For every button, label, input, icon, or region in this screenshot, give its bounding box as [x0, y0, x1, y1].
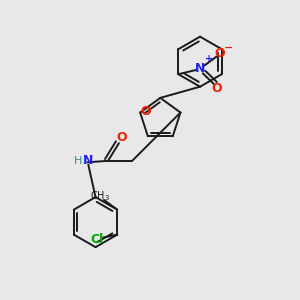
- Text: H: H: [74, 156, 82, 166]
- Text: −: −: [224, 43, 233, 53]
- Text: O: O: [140, 105, 151, 118]
- Text: Cl: Cl: [91, 232, 104, 246]
- Text: CH$_3$: CH$_3$: [89, 190, 110, 203]
- Text: O: O: [211, 82, 222, 94]
- Text: +: +: [205, 55, 213, 64]
- Text: O: O: [214, 47, 225, 60]
- Text: O: O: [116, 131, 127, 144]
- Text: N: N: [195, 62, 206, 75]
- Text: N: N: [83, 154, 94, 167]
